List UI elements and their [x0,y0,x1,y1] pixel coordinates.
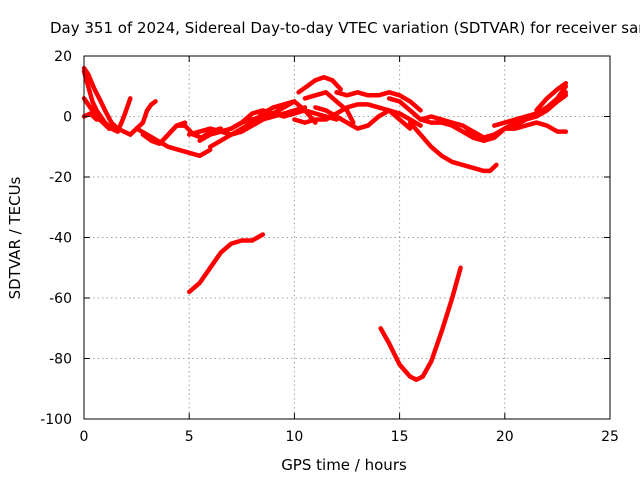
y-tick-label: -80 [49,352,72,368]
chart-title: Day 351 of 2024, Sidereal Day-to-day VTE… [50,19,640,37]
series-line-sat-ab [186,232,266,295]
x-tick-labels: 0 5 10 15 20 25 [80,429,619,445]
y-tick-label: -40 [49,231,72,247]
axis-ticks [83,55,611,420]
x-tick-label: 20 [496,429,514,445]
y-tick-label: -100 [40,412,72,428]
series-line-sat-aa [534,80,569,113]
y-tick-labels: -100 -80 -60 -40 -20 0 20 [40,49,72,428]
series-line-sat-e [102,96,133,134]
x-tick-label: 5 [185,429,194,445]
series-line-sat-ac [378,265,463,382]
y-tick-label: -20 [49,170,72,186]
y-tick-label: -60 [49,291,72,307]
y-axis-label: SDTVAR / TECUs [6,176,24,299]
series-line-sat-z [502,120,569,134]
series-line-sat-k [197,105,308,143]
series-line-sat-y [492,93,569,128]
y-tick-label: 20 [54,49,72,65]
x-tick-label: 25 [601,429,619,445]
series-line-sat-q [313,105,423,131]
y-tick-label: 0 [63,110,72,126]
series-line-sat-u [407,120,499,174]
series-layer [81,65,569,382]
series-line-sat-d [81,111,106,122]
x-tick-label: 0 [80,429,89,445]
series-line-sat-o [302,90,356,125]
x-tick-label: 15 [391,429,409,445]
series-line-sat-s [334,90,423,113]
series-line-sat-m [229,108,339,131]
x-axis-label: GPS time / hours [281,456,407,474]
grid-lines [84,56,610,419]
x-tick-label: 10 [285,429,303,445]
series-line-sat-r [296,74,343,95]
series-line-sat-i [157,120,188,146]
series-line-sat-a [81,65,133,137]
series-line-sat-g [134,126,213,159]
series-line-sat-n [260,99,318,125]
